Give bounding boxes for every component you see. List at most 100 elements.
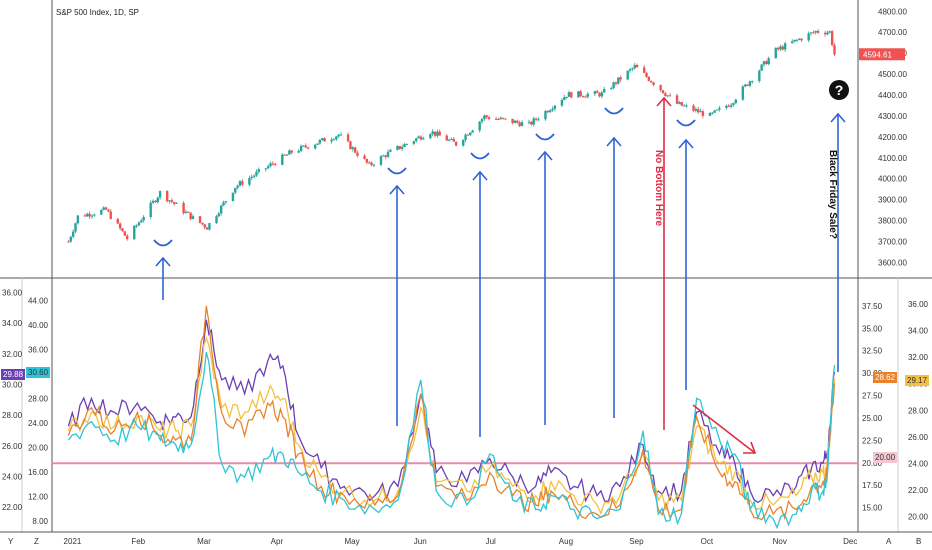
- candle-body: [548, 110, 552, 113]
- candle-body: [306, 147, 310, 149]
- vol-series-line: [67, 352, 836, 530]
- candle-body: [610, 88, 613, 90]
- price-y-tick: 3700.00: [878, 238, 907, 247]
- chart-labels: 4800.004700.004600.004500.004400.004300.…: [1, 7, 929, 546]
- candle-body: [337, 134, 340, 137]
- candle-body: [830, 31, 834, 46]
- candle-body: [269, 163, 272, 167]
- candle-body: [76, 215, 80, 224]
- bottom-marker: [604, 107, 624, 115]
- candle-body: [238, 181, 242, 186]
- candle-body: [795, 39, 799, 41]
- candle-body: [544, 110, 547, 120]
- candle-body: [419, 136, 423, 140]
- x-axis-tick: 2021: [64, 537, 82, 546]
- candle-body: [353, 147, 357, 153]
- candle-body: [800, 38, 803, 41]
- vol-y-tick: 12.00: [28, 492, 49, 501]
- candle-body: [793, 39, 796, 42]
- price-y-tick: 4000.00: [878, 175, 907, 184]
- candle-body: [109, 211, 112, 219]
- x-axis-tick: Apr: [271, 537, 284, 546]
- candle-body: [231, 192, 235, 202]
- candle-body: [436, 131, 439, 136]
- candle-body: [431, 131, 434, 135]
- candle-body: [725, 105, 728, 108]
- candle-body: [776, 47, 780, 50]
- vol-y-tick: 27.50: [862, 392, 883, 401]
- candle-body: [532, 118, 535, 125]
- candle-body: [833, 45, 836, 55]
- candle-body: [751, 81, 754, 83]
- blue-arrow-head: [678, 138, 694, 149]
- value-tag-bg: [873, 452, 897, 463]
- vol-y-tick: 34.00: [2, 319, 23, 328]
- candle-body: [619, 77, 622, 80]
- axis-corner-letter: Y: [8, 537, 14, 546]
- candle-body: [598, 92, 601, 97]
- vol-y-tick: 44.00: [28, 296, 49, 305]
- blue-arrow-head: [155, 256, 171, 267]
- vol-y-tick: 40.00: [28, 321, 49, 330]
- vol-y-tick: 28.00: [2, 411, 23, 420]
- value-tag: 28.62: [875, 373, 896, 382]
- vol-y-tick: 22.00: [2, 503, 23, 512]
- candle-body: [217, 213, 221, 217]
- vol-y-tick: 32.50: [862, 347, 883, 356]
- candle-body: [285, 154, 289, 156]
- candle-body: [760, 64, 763, 71]
- candle-body: [370, 162, 373, 166]
- candle-body: [697, 109, 700, 113]
- candle-body: [633, 64, 636, 69]
- candle-body: [313, 144, 317, 149]
- candle-body: [121, 228, 124, 232]
- candle-body: [198, 216, 202, 223]
- candle-body: [363, 155, 366, 159]
- candle-body: [499, 117, 503, 120]
- candle-body: [151, 200, 155, 203]
- candle-body: [518, 122, 521, 127]
- price-chart-title: S&P 500 Index, 1D, SP: [56, 8, 139, 17]
- value-tag: 29.17: [907, 376, 928, 385]
- candle-body: [603, 89, 606, 93]
- candle-body: [485, 115, 488, 118]
- candle-body: [612, 82, 615, 89]
- candle-body: [283, 154, 286, 156]
- candle-body: [71, 231, 75, 237]
- candle-body: [462, 139, 465, 146]
- candle-body: [454, 141, 458, 146]
- value-tag-bg: [873, 372, 897, 383]
- candle-body: [135, 225, 138, 227]
- candle-body: [405, 143, 409, 145]
- candle-body: [86, 213, 89, 217]
- x-axis-tick: Mar: [197, 537, 211, 546]
- candle-body: [386, 151, 390, 157]
- candle-body: [107, 209, 110, 212]
- candle-body: [335, 136, 338, 140]
- candle-body: [732, 103, 735, 106]
- value-tag: 30.60: [28, 368, 49, 377]
- candle-body: [351, 147, 354, 150]
- candle-body: [123, 231, 127, 236]
- candle-body: [379, 156, 383, 165]
- candle-body: [727, 105, 730, 107]
- candle-body: [537, 119, 540, 121]
- candle-body: [694, 109, 698, 111]
- candle-body: [93, 214, 96, 216]
- candle-body: [635, 64, 639, 68]
- candle-body: [600, 92, 604, 97]
- candle-body: [565, 96, 568, 98]
- candle-body: [318, 139, 322, 144]
- candle-body: [299, 145, 303, 152]
- blue-arrow-head: [537, 150, 553, 161]
- no-bottom-label: No Bottom Here: [653, 150, 664, 227]
- candle-body: [614, 82, 618, 84]
- x-axis-tick: Feb: [131, 537, 145, 546]
- price-y-tick: 4800.00: [878, 7, 907, 16]
- candle-body: [330, 139, 333, 142]
- candle-body: [170, 200, 174, 203]
- price-y-tick: 4200.00: [878, 133, 907, 142]
- question-circle: [829, 80, 849, 100]
- candle-body: [365, 158, 369, 163]
- vol-y-tick: 32.00: [2, 350, 23, 359]
